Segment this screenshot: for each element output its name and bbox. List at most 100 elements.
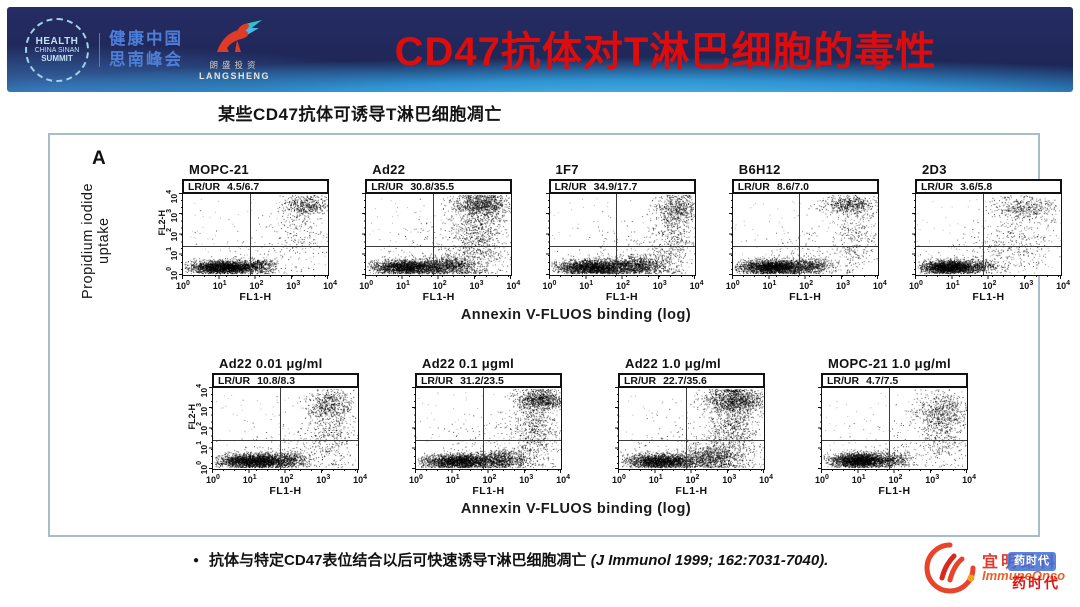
gate-stats-box: LR/UR 31.2/23.5 — [415, 373, 562, 388]
gate-stats-box: LR/UR 8.6/7.0 — [731, 179, 879, 194]
langsheng-cn: 朗盛投资 — [209, 60, 260, 70]
x-tick-label: 104 — [506, 280, 521, 291]
quadrant-vline — [279, 388, 281, 469]
quadrant-vline — [249, 194, 251, 275]
scatter-points — [213, 388, 358, 469]
panel-title: Ad22 1.0 μg/ml — [625, 356, 721, 371]
x-tick-label: 103 — [316, 474, 331, 485]
y-tick-label: 103 — [195, 403, 209, 417]
x-tick-marks — [415, 469, 562, 473]
bullet-icon: ● — [193, 555, 200, 566]
y-tick-label: 104 — [165, 190, 179, 204]
dot-plot — [912, 193, 1062, 279]
x-tick-label: 100 — [612, 474, 626, 485]
scatter-points — [822, 388, 967, 469]
x-tick-label: 103 — [925, 474, 940, 485]
x-tick-label: 104 — [353, 474, 367, 485]
x-tick-label: 104 — [689, 280, 704, 291]
quadrant-hline — [619, 440, 764, 442]
gate-stats-box: LR/UR 22.7/35.6 — [618, 373, 765, 388]
gate-label: LR/UR — [624, 374, 657, 387]
x-tick-label: 104 — [759, 474, 773, 485]
x-tick-labels: 100 101 102 103 104 — [359, 276, 520, 291]
x-tick-labels: 100 101 102 103 104 — [612, 470, 773, 485]
x-tick-label: 104 — [962, 474, 976, 485]
x-tick-labels: 100 101 102 103 104 — [815, 470, 976, 485]
panel-title: MOPC-21 1.0 μg/ml — [828, 356, 951, 371]
x-axis-label: FL1-H — [269, 485, 302, 497]
quadrant-vline — [685, 388, 687, 469]
quadrant-hline — [822, 440, 967, 442]
x-tick-marks — [365, 275, 513, 279]
gate-label: LR/UR — [921, 180, 954, 193]
quadrant-hline — [416, 440, 561, 442]
dot-plot — [412, 387, 562, 473]
x-tick-label: 102 — [888, 474, 903, 485]
gate-label: LR/UR — [371, 180, 404, 193]
x-tick-label: 103 — [1019, 280, 1034, 291]
quadrant-vline — [888, 388, 890, 469]
gate-values: 22.7/35.6 — [663, 374, 707, 387]
x-axis-group-label: Annexin V-FLUOS binding (log) — [460, 307, 692, 323]
y-tick-marks — [209, 387, 213, 470]
x-tick-label: 100 — [359, 280, 374, 291]
x-tick-marks — [182, 275, 329, 279]
y-tick-label: 102 — [165, 228, 179, 242]
x-tick-marks — [915, 275, 1062, 279]
subtitle: 某些CD47抗体可诱导T淋巴细胞凋亡 — [218, 105, 502, 124]
quadrant-vline — [982, 194, 984, 275]
x-tick-labels: 100 101 102 103 104 — [176, 276, 337, 291]
y-tick-label: 100 — [165, 266, 179, 280]
y-tick-label: 103 — [165, 209, 179, 223]
x-tick-label: 103 — [469, 280, 484, 291]
flow-panel-ad22-1.0-g-ml: Ad22 1.0 μg/ml LR/UR 22.7/35.6 100 101 102 103… — [612, 356, 773, 497]
dot-plot — [615, 387, 765, 473]
x-axis-label: FL1-H — [472, 485, 505, 497]
flow-panel-mopc-21-1.0-g-ml: MOPC-21 1.0 μg/ml LR/UR 4.7/7.5 100 101 102 10… — [815, 356, 976, 497]
x-axis-group-label: Annexin V-FLUOS binding (log) — [460, 501, 692, 517]
x-tick-label: 102 — [432, 280, 447, 291]
y-tick-marks — [362, 193, 367, 276]
langsheng-logo: 朗盛投资 LANGSHENG — [199, 18, 270, 81]
flow-panel-ad22: Ad22 LR/UR 30.8/35.5 100 101 102 103 104 FL1-H — [359, 162, 520, 303]
panel-title: Ad22 0.1 μgml — [422, 356, 515, 371]
quadrant-hline — [732, 246, 878, 248]
flow-panel-ad22-0.01-g-ml: Ad22 0.01 μg/ml LR/UR 10.8/8.3 100 101 102 103… — [187, 356, 367, 497]
page-title: CD47抗体对T淋巴细胞的毒性 — [394, 29, 937, 74]
footer-bullet: ● 抗体与特定CD47表位结合以后可快速诱导T淋巴细胞凋亡 (J Immunol … — [193, 549, 828, 570]
dot-plot — [818, 387, 968, 473]
gate-label: LR/UR — [554, 180, 587, 193]
gate-values: 3.6/5.8 — [960, 180, 993, 193]
gate-values: 4.5/6.7 — [227, 180, 260, 193]
flow-panel-row-2: Ad22 0.01 μg/ml LR/UR 10.8/8.3 100 101 102 103… — [187, 356, 976, 497]
flow-panel-b6h12: B6H12 LR/UR 8.6/7.0 100 101 102 103 104 FL1-H — [726, 162, 887, 303]
quadrant-vline — [616, 194, 618, 275]
banner: HEALTH CHINA SINAN SUMMIT 健康中国 思南峰会 朗盛投资… — [7, 7, 1073, 92]
x-tick-label: 101 — [945, 280, 960, 291]
x-tick-label: 101 — [851, 474, 866, 485]
x-tick-label: 101 — [212, 280, 227, 291]
gate-values: 30.8/35.5 — [410, 180, 455, 193]
x-tick-marks — [212, 469, 359, 473]
y-tick-marks — [545, 193, 550, 276]
gate-values: 31.2/23.5 — [460, 374, 504, 387]
x-tick-label: 104 — [1056, 280, 1070, 291]
y-tick-label: 102 — [195, 422, 209, 436]
immuneonco-name-en: ImmuneOnco — [982, 568, 1066, 583]
immuneonco-watermark: 宜明昂科 ImmuneOnco 药时代 药时代 — [924, 540, 1074, 602]
x-axis-label: FL1-H — [972, 291, 1005, 303]
x-axis-label: FL1-H — [422, 291, 455, 303]
summit-logo-text: CHINA SINAN — [34, 47, 80, 54]
x-tick-label: 104 — [323, 280, 337, 291]
x-tick-label: 102 — [616, 280, 630, 291]
gate-label: LR/UR — [421, 374, 454, 387]
x-tick-label: 101 — [648, 474, 663, 485]
x-axis-label: FL1-H — [605, 291, 639, 303]
panel-title: Ad22 0.01 μg/ml — [219, 356, 323, 371]
panel-title: B6H12 — [738, 162, 781, 177]
dot-plot — [362, 193, 513, 279]
x-tick-labels: 100 101 102 103 104 — [909, 276, 1070, 291]
x-axis-label: FL1-H — [675, 485, 708, 497]
summit-cn-name: 健康中国 思南峰会 — [109, 29, 183, 70]
pharmatimes-watermark-text: 药时代 — [1012, 575, 1060, 591]
